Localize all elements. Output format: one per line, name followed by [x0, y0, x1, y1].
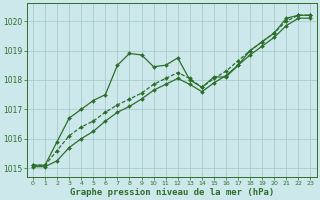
X-axis label: Graphe pression niveau de la mer (hPa): Graphe pression niveau de la mer (hPa) [69, 188, 274, 197]
